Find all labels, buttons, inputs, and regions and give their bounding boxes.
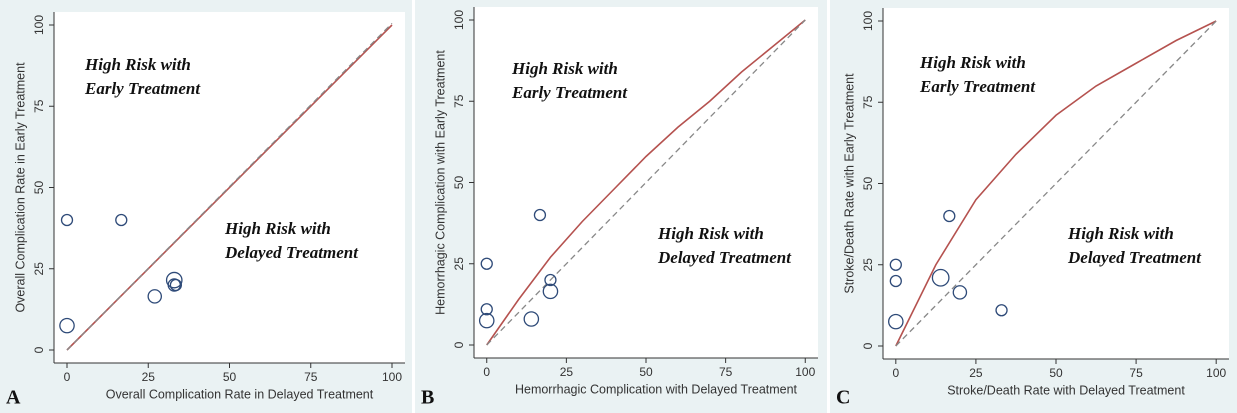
annotation: Early Treatment [919, 77, 1036, 96]
annotation: Early Treatment [511, 83, 628, 102]
annotation: High Risk with [1067, 224, 1174, 243]
reference-line [895, 20, 1217, 347]
x-tick-label: 0 [892, 366, 899, 380]
y-tick-label: 50 [32, 181, 46, 195]
y-tick-label: 100 [861, 11, 875, 31]
y-axis-label: Stroke/Death Rate with Early Treatment [842, 73, 856, 294]
panel-label: C [836, 387, 850, 409]
x-tick-label: 50 [223, 370, 237, 384]
annotation: Delayed Treatment [657, 248, 792, 267]
data-point [542, 283, 559, 300]
data-point [533, 208, 547, 222]
data-point [889, 258, 902, 271]
data-point [888, 313, 904, 330]
x-tick-label: 25 [560, 365, 574, 379]
y-tick-label: 25 [861, 258, 875, 272]
data-point [523, 311, 540, 327]
data-point [544, 273, 557, 287]
data-point [169, 278, 183, 292]
x-tick-label: 50 [639, 365, 653, 379]
reference-line [486, 19, 806, 346]
y-tick-label: 0 [32, 346, 46, 353]
y-tick-label: 100 [32, 15, 46, 35]
y-tick-label: 25 [452, 257, 466, 271]
x-tick-label: 100 [795, 365, 815, 379]
x-tick-label: 0 [64, 370, 71, 384]
x-tick-label: 25 [969, 366, 983, 380]
data-point [480, 257, 493, 270]
data-point [480, 303, 493, 316]
data-point [931, 268, 950, 287]
annotation: High Risk with [657, 224, 764, 243]
annotation: High Risk with [511, 59, 618, 78]
annotation: High Risk with [224, 219, 331, 238]
reference-line [66, 24, 393, 351]
panel-label: A [6, 387, 21, 409]
data-point [943, 209, 956, 223]
x-tick-label: 50 [1049, 366, 1063, 380]
x-axis-label: Stroke/Death Rate with Delayed Treatment [947, 383, 1185, 397]
reference-line [895, 20, 1217, 347]
data-point [147, 289, 162, 304]
data-point [478, 312, 495, 329]
annotation: High Risk with [84, 55, 191, 74]
y-tick-label: 100 [452, 10, 466, 30]
x-tick-label: 100 [382, 370, 402, 384]
annotation: Delayed Treatment [1067, 248, 1202, 267]
data-point [952, 285, 968, 300]
data-point [889, 274, 902, 288]
x-tick-label: 75 [304, 370, 318, 384]
reference-line [66, 22, 393, 351]
x-tick-label: 75 [1129, 366, 1143, 380]
data-point [115, 213, 128, 227]
data-point [165, 271, 183, 289]
data-point [995, 304, 1008, 317]
y-tick-label: 0 [861, 342, 875, 349]
y-axis-label: Hemorrhagic Complication with Early Trea… [433, 50, 447, 315]
x-tick-label: 25 [142, 370, 156, 384]
x-axis-label: Hemorrhagic Complication with Delayed Tr… [515, 382, 798, 396]
annotation: Early Treatment [84, 79, 201, 98]
y-tick-label: 75 [32, 99, 46, 113]
y-tick-label: 75 [452, 94, 466, 108]
annotation: Delayed Treatment [224, 243, 359, 262]
y-tick-label: 75 [861, 95, 875, 109]
reference-line [486, 19, 806, 346]
x-tick-label: 75 [719, 365, 733, 379]
y-tick-label: 50 [861, 177, 875, 191]
annotation: High Risk with [919, 53, 1026, 72]
data-point [60, 213, 74, 227]
y-tick-label: 0 [452, 341, 466, 348]
y-tick-label: 25 [32, 262, 46, 276]
y-axis-label: Overall Complication Rate in Early Treat… [13, 62, 27, 313]
data-point [59, 317, 75, 334]
y-tick-label: 50 [452, 176, 466, 190]
panel-label: B [421, 387, 434, 409]
x-tick-label: 0 [483, 365, 490, 379]
x-axis-label: Overall Complication Rate in Delayed Tre… [106, 387, 374, 401]
x-tick-label: 100 [1206, 366, 1226, 380]
